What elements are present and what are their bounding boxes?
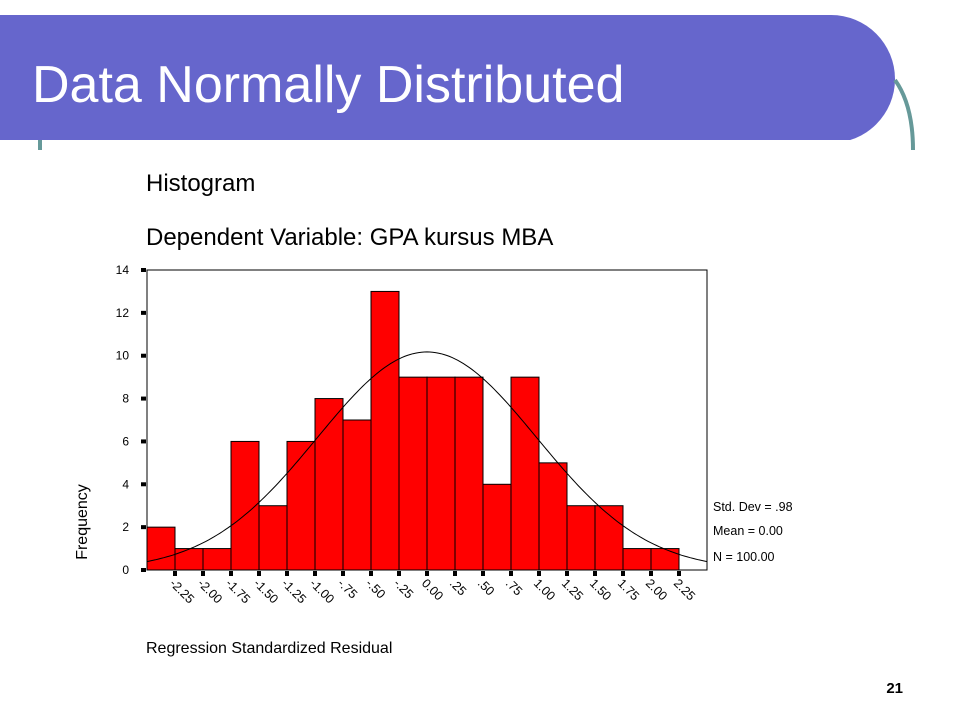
x-tick-label: 1.25 xyxy=(559,576,586,603)
x-tick-label: -.25 xyxy=(391,576,416,601)
histogram-bar xyxy=(174,548,204,571)
x-tick-label: -2.00 xyxy=(195,576,225,606)
x-tick xyxy=(481,571,485,576)
x-tick xyxy=(341,571,345,576)
histogram-bar xyxy=(398,376,428,571)
x-tick-label: 0.00 xyxy=(419,576,446,603)
histogram-bar xyxy=(454,376,484,571)
histogram-bar xyxy=(342,419,372,571)
x-tick-label: -1.50 xyxy=(251,576,281,606)
y-tick-label: 0 xyxy=(122,563,129,577)
x-tick xyxy=(565,571,569,576)
y-tick xyxy=(141,353,146,358)
y-tick xyxy=(141,268,146,272)
x-tick xyxy=(593,571,597,576)
histogram-bar xyxy=(566,505,596,571)
x-tick-label: -.50 xyxy=(363,576,388,601)
title-bar: Data Normally Distributed xyxy=(0,15,895,145)
x-tick xyxy=(201,571,205,576)
histogram-bar xyxy=(314,398,344,571)
y-tick xyxy=(141,439,146,444)
stat-mean: Mean = 0.00 xyxy=(713,524,783,538)
y-tick xyxy=(141,568,146,572)
histogram-bar xyxy=(510,376,540,571)
x-tick-label: -.75 xyxy=(335,576,360,601)
y-tick-label: 6 xyxy=(122,434,129,448)
title-underline xyxy=(0,140,850,145)
chart-subtitle: Dependent Variable: GPA kursus MBA xyxy=(146,224,554,251)
histogram-bar xyxy=(202,548,232,571)
y-tick xyxy=(141,482,146,487)
x-tick xyxy=(425,571,429,576)
x-tick xyxy=(229,571,233,576)
x-tick-label: -1.75 xyxy=(223,576,253,606)
histogram-bar xyxy=(538,462,568,571)
stat-n: N = 100.00 xyxy=(713,550,775,564)
normal-curve xyxy=(146,351,708,563)
histogram-bar xyxy=(230,440,260,571)
x-tick xyxy=(257,571,261,576)
x-tick xyxy=(173,571,177,576)
x-tick-label: .25 xyxy=(447,576,469,598)
histogram-bar xyxy=(286,440,316,571)
y-tick-label: 14 xyxy=(116,263,130,277)
y-tick-label: 2 xyxy=(122,520,129,534)
x-tick-label: 2.25 xyxy=(671,576,698,603)
x-tick-label: 2.00 xyxy=(643,576,670,603)
histogram-bar xyxy=(146,526,176,571)
y-tick-label: 12 xyxy=(116,306,130,320)
x-tick xyxy=(509,571,513,576)
y-axis-label: Frequency xyxy=(74,484,91,560)
histogram-bar xyxy=(650,548,680,571)
x-tick xyxy=(453,571,457,576)
x-tick xyxy=(369,571,373,576)
x-tick-label: -1.25 xyxy=(279,576,309,606)
x-tick xyxy=(537,571,541,576)
x-tick-label: -2.25 xyxy=(167,576,197,606)
slide-title: Data Normally Distributed xyxy=(32,56,625,114)
y-tick xyxy=(141,396,146,401)
x-tick xyxy=(621,571,625,576)
x-tick-label: 1.00 xyxy=(531,576,558,603)
histogram-bar xyxy=(482,483,512,571)
histogram-bar xyxy=(370,290,400,571)
x-tick-label: .75 xyxy=(503,576,525,598)
x-tick-label: 1.50 xyxy=(587,576,614,603)
histogram-bar xyxy=(594,505,624,571)
y-tick-label: 4 xyxy=(122,477,129,491)
x-axis: -2.25-2.00-1.75-1.50-1.25-1.00-.75 -.50 -.… xyxy=(167,571,698,606)
y-tick xyxy=(141,525,146,530)
y-tick-label: 10 xyxy=(116,349,130,363)
histogram-bar xyxy=(258,505,288,571)
y-tick-label: 8 xyxy=(122,392,129,406)
x-tick xyxy=(397,571,401,576)
x-tick-label: .50 xyxy=(475,576,497,598)
x-tick xyxy=(649,571,653,576)
y-tick xyxy=(141,310,146,315)
chart-title: Histogram xyxy=(146,170,256,197)
x-tick xyxy=(285,571,289,576)
histogram-bar xyxy=(622,548,652,571)
x-tick xyxy=(677,571,681,576)
bars xyxy=(146,290,680,571)
histogram-bar xyxy=(426,376,456,571)
stat-std-dev: Std. Dev = .98 xyxy=(713,500,793,514)
x-tick xyxy=(313,571,317,576)
y-axis: 0 2 4 6 8 10 12 14 xyxy=(116,263,146,577)
page-number: 21 xyxy=(886,680,903,697)
x-tick-label: -1.00 xyxy=(307,576,337,606)
x-tick-label: 1.75 xyxy=(615,576,642,603)
x-axis-label: Regression Standardized Residual xyxy=(146,640,392,657)
